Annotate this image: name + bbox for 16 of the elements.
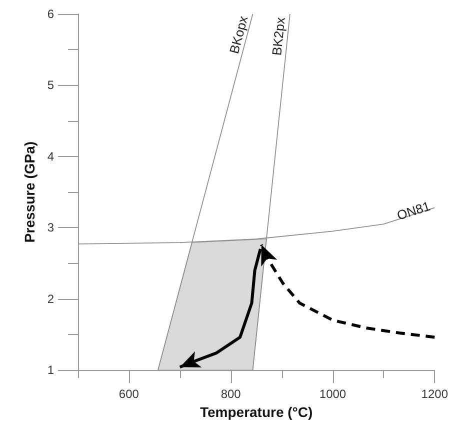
line-series bbox=[260, 243, 436, 339]
y-tick-label: 3 bbox=[47, 220, 54, 235]
x-tick-label: 600 bbox=[118, 387, 140, 401]
y-axis-title: Pressure (GPa) bbox=[21, 141, 38, 243]
y-tick-label: 6 bbox=[47, 7, 54, 21]
text: BK2px bbox=[269, 16, 288, 56]
text: BKopx bbox=[226, 14, 251, 56]
y-tick-label: 5 bbox=[47, 78, 54, 92]
x-axis-title: Temperature (°C) bbox=[200, 404, 313, 420]
y-tick-label: 4 bbox=[47, 149, 54, 164]
x-tick-label: 1000 bbox=[319, 387, 346, 401]
x-tick-label: 800 bbox=[220, 387, 242, 401]
x-tick-label: 1200 bbox=[421, 387, 448, 401]
text: ON81 bbox=[395, 198, 432, 223]
y-tick-label: 1 bbox=[47, 363, 54, 377]
y-tick-label: 2 bbox=[47, 292, 54, 306]
